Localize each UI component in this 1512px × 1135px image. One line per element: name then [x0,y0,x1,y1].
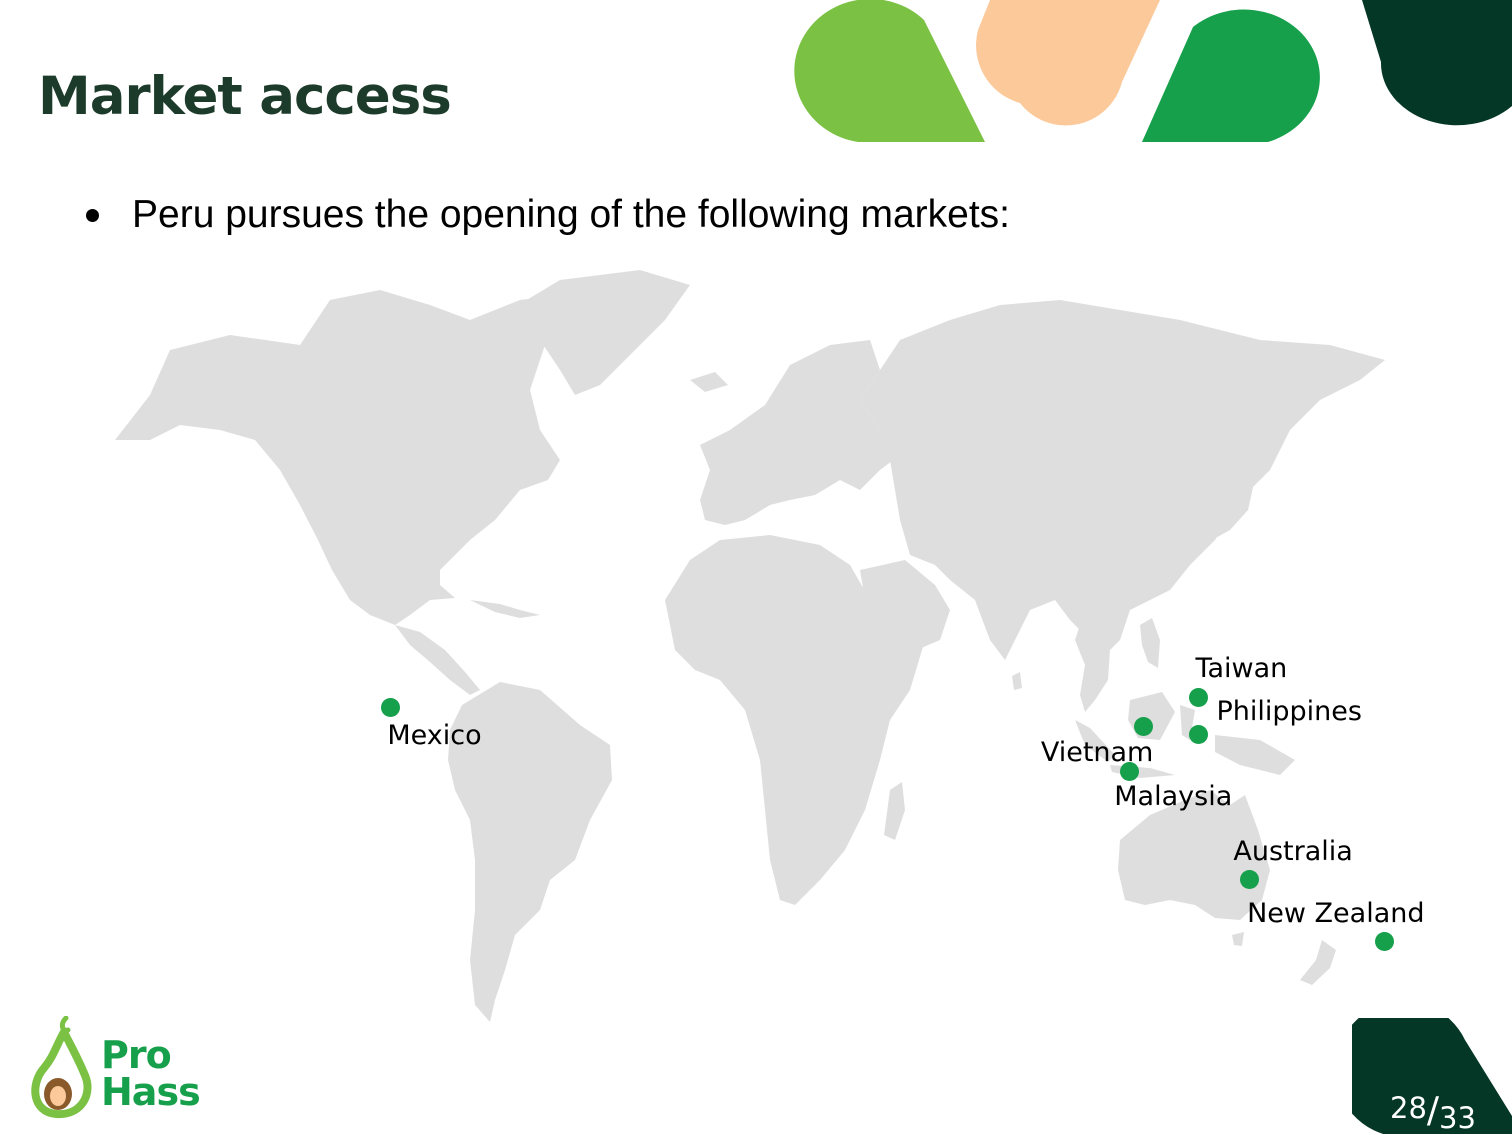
map-marker-taiwan [1188,687,1208,707]
asia-landmass [860,300,1385,660]
sumatra-island [1075,720,1115,762]
southeast-asia-peninsula [1075,625,1110,712]
greenland-landmass [510,270,690,395]
tasmania-island [1232,932,1244,946]
map-marker-new-zealand [1374,932,1394,952]
iceland-island [690,372,728,392]
logo-text-line2: Hass [101,1070,201,1114]
map-label-australia: Australia [1233,835,1353,867]
dark-leaf-shape [1362,0,1512,126]
central-america-landmass [395,625,480,695]
map-marker-vietnam [1134,717,1154,737]
bullet-text: Peru pursues the opening of the followin… [132,193,1011,236]
map-label-vietnam: Vietnam [1040,736,1154,768]
borneo-island [1128,692,1175,740]
map-label-mexico: Mexico [387,719,482,751]
page-current: 28 [1390,1091,1427,1125]
caribbean-islands [470,600,540,618]
logo-text-line1: Pro [101,1033,172,1077]
page-total: 33 [1439,1101,1476,1135]
page-indicator: 28/33 [1390,1086,1476,1135]
new-guinea-island [1215,735,1295,775]
page-badge-shape [1352,1018,1512,1134]
arabian-peninsula [860,560,950,655]
north-america-landmass [115,290,585,625]
map-label-malaysia: Malaysia [1114,781,1233,813]
map-label-taiwan: Taiwan [1195,653,1288,685]
europe-landmass [700,340,900,525]
header-decoration [794,0,1512,142]
map-marker-philippines [1188,724,1208,744]
lime-leaf-shape [794,0,985,142]
map-marker-australia [1239,870,1259,890]
africa-landmass [665,535,925,905]
new-zealand-islands [1300,940,1336,985]
avocado-logo-icon [31,1016,92,1119]
map-marker-mexico [380,698,400,718]
land-masses [115,270,1385,1022]
map-marker-malaysia [1119,761,1139,781]
page-separator: / [1426,1090,1440,1131]
australia-landmass [1118,790,1270,920]
south-america-landmass [448,682,612,1022]
map-label-new-zealand: New Zealand [1247,897,1425,929]
philippines-islands [1140,618,1160,668]
page-title: Market access [38,66,452,127]
bullet-dot-icon [86,208,99,222]
uk-island [725,425,748,465]
prohass-logo: Pro Hass [26,1016,206,1120]
japan-islands [1210,478,1255,540]
sri-lanka-island [1012,672,1022,690]
map-label-philippines: Philippines [1216,696,1362,728]
peach-leaf-shape [976,0,1160,126]
green-leaf-shape [1142,9,1320,142]
madagascar-island [884,782,905,840]
bullet-item: Peru pursues the opening of the followin… [86,190,1010,240]
